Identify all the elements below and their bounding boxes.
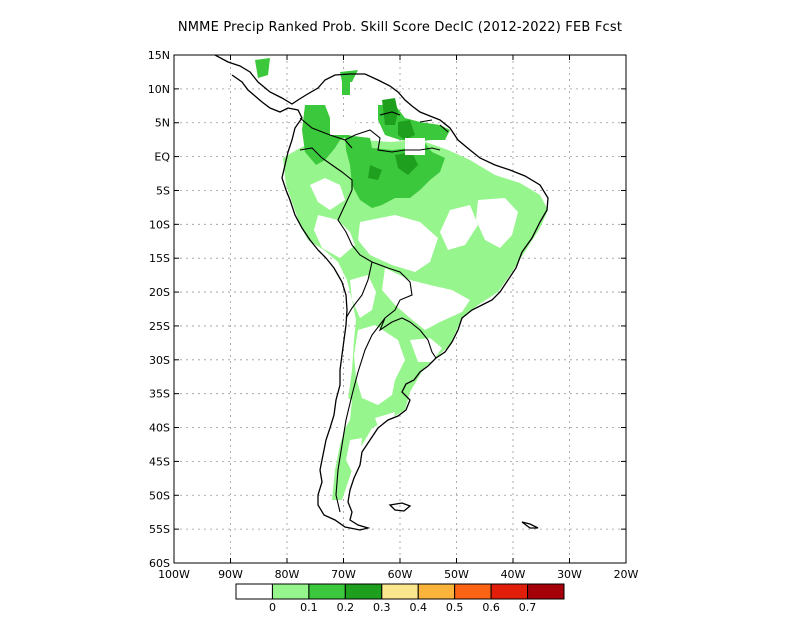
skill-region-high (398, 120, 415, 140)
skill-region-mid (342, 82, 350, 95)
lon-label: 70W (331, 568, 356, 581)
lat-label: 35S (149, 388, 170, 401)
skill-gap (410, 338, 442, 362)
skill-gap (346, 438, 362, 472)
skill-gap (476, 198, 518, 248)
legend-swatch (417, 583, 456, 600)
axis-ticks (173, 54, 627, 564)
legend-label: 0.6 (482, 601, 500, 614)
skill-gap (314, 215, 355, 258)
skill-region-mid (255, 58, 270, 78)
skill-region-high (368, 165, 382, 180)
south-georgia (521, 521, 539, 529)
lon-label: 30W (557, 568, 582, 581)
lon-label: 90W (218, 568, 243, 581)
legend-swatch (344, 583, 383, 600)
legend-swatch (454, 583, 492, 600)
legend-label: 0.7 (519, 601, 537, 614)
country-borders (299, 111, 449, 513)
lat-label: 5S (156, 184, 170, 197)
legend-label: 0.3 (373, 601, 391, 614)
lat-label: 40S (149, 422, 170, 435)
lat-label: 20S (149, 286, 170, 299)
legend-label: 0.4 (409, 601, 427, 614)
lat-label: 60S (149, 557, 170, 570)
lat-label: EQ (154, 151, 170, 164)
lat-label: 15S (149, 252, 170, 265)
lon-label: 50W (444, 568, 469, 581)
lat-label: 10S (149, 218, 170, 231)
lon-label: 80W (275, 568, 300, 581)
skill-region-high (395, 152, 418, 175)
skill-region-mid (340, 70, 358, 82)
falkland-islands (388, 502, 412, 512)
latitude-labels: 15N 10N 5N EQ 5S 10S 15S 20S 25S 30S 35S 40S 45S 50S 5… (148, 49, 171, 570)
lat-label: 15N (148, 49, 170, 62)
skill-gap (382, 268, 470, 330)
longitude-labels: 100W 90W 80W 70W 60W 50W 40W 30W 20W (158, 568, 638, 581)
lat-label: 30S (149, 354, 170, 367)
lat-label: 25S (149, 320, 170, 333)
skill-gap (310, 178, 345, 210)
lon-label: 20W (614, 568, 639, 581)
lat-label: 55S (149, 523, 170, 536)
legend-swatch (308, 583, 346, 600)
skill-gap (440, 205, 478, 250)
skill-gap (405, 138, 425, 155)
lon-label: 100W (158, 568, 190, 581)
lon-label: 40W (501, 568, 526, 581)
legend-label: 0.1 (300, 601, 318, 614)
legend-label: 0.5 (446, 601, 464, 614)
legend-swatch (527, 583, 565, 600)
coastline (214, 55, 549, 531)
skill-gap (350, 275, 376, 318)
skill-gap (362, 88, 380, 105)
lat-label: 50S (149, 489, 170, 502)
skill-region-high (382, 98, 398, 125)
lat-label: 45S (149, 455, 170, 468)
legend-swatch (490, 583, 529, 600)
legend-label: 0.2 (337, 601, 355, 614)
skill-gap (338, 395, 352, 432)
lat-label: 5N (155, 117, 170, 130)
legend-label: 0 (269, 601, 276, 614)
map-title: NMME Precip Ranked Prob. Skill Score Dec… (177, 20, 623, 35)
skill-gap (330, 118, 355, 135)
legend-swatch (381, 583, 419, 600)
south-america-coastline (214, 55, 549, 531)
legend-swatch (235, 583, 273, 600)
skill-gap (358, 215, 438, 272)
lon-label: 60W (388, 568, 413, 581)
lat-label: 10N (148, 83, 170, 96)
color-legend: 0 0.1 0.2 0.3 0.4 0.5 0.6 0.7 (235, 583, 565, 614)
skill-shading (255, 58, 548, 500)
legend-swatch (271, 583, 310, 600)
